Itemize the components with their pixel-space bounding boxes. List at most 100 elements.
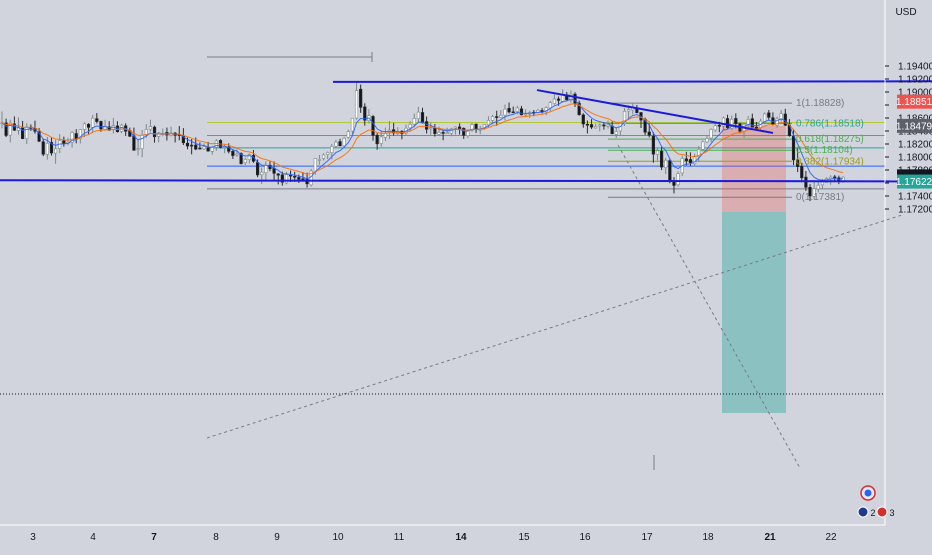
candle (664, 157, 668, 175)
dashed-trendline[interactable] (206, 214, 903, 439)
candle (676, 171, 680, 187)
price-tick-label: 1.17200 (898, 205, 932, 216)
candle (705, 136, 709, 144)
extra-drawings[interactable] (0, 52, 903, 470)
event-count-b: 3 (889, 508, 894, 518)
candle (276, 173, 280, 185)
candle (577, 100, 581, 116)
trendline-2[interactable] (536, 89, 774, 134)
price-tick-label: 1.19200 (898, 75, 932, 86)
candle (416, 106, 420, 123)
fibonacci-labels: 1(1.18828)0.786(1.18518)0.618(1.18275)0.… (796, 98, 864, 203)
event-count-a: 2 (870, 508, 875, 518)
time-axis[interactable]: 3 4 7 8 9 10 11 14 15 16 17 18 21 22 (0, 524, 885, 543)
time-tick-label: 7 (151, 532, 157, 543)
candle (589, 119, 594, 130)
time-tick-label: 8 (213, 532, 219, 543)
trendline-0[interactable] (332, 80, 932, 83)
candle (725, 114, 730, 129)
candle (429, 122, 433, 135)
candle (231, 149, 235, 160)
trendline-1[interactable] (0, 179, 932, 183)
candle (198, 142, 202, 150)
candle (495, 110, 499, 126)
candle (701, 140, 705, 152)
candle (453, 126, 458, 135)
candle (519, 105, 524, 116)
time-tick-label: 16 (579, 532, 591, 543)
fib-label-4: 0.382(1.17934) (796, 156, 864, 167)
candle (614, 127, 618, 138)
candle (598, 123, 602, 132)
candle (796, 148, 800, 173)
candle (730, 115, 734, 131)
candle (334, 139, 338, 148)
event-marker-dot-icon (864, 489, 872, 497)
price-tick-label: 1.18000 (898, 153, 932, 164)
eu-flag-icon[interactable] (876, 506, 888, 518)
candle (816, 180, 820, 193)
candle (363, 103, 367, 126)
candle (511, 106, 515, 114)
price-tag-4: 1.17622 (896, 174, 932, 189)
candle (148, 119, 153, 132)
time-tick-label: 10 (332, 532, 344, 543)
candle (350, 117, 355, 135)
us-flag-icon[interactable] (857, 506, 869, 518)
candle (470, 122, 474, 132)
candle (622, 108, 627, 127)
price-tag-label: 1.17622 (896, 177, 932, 188)
slow-ma-line (1, 103, 844, 175)
price-tag-label: 1.18851 (896, 97, 932, 108)
take-profit-zone[interactable] (722, 212, 786, 413)
candle (627, 105, 631, 121)
candle (425, 116, 429, 134)
time-tick-label: 18 (702, 532, 714, 543)
candle (767, 110, 771, 120)
candle (552, 94, 557, 105)
candle (713, 124, 717, 133)
candle (462, 127, 466, 139)
candle (82, 122, 87, 138)
currency-label: USD (895, 7, 916, 18)
fib-label-0: 1(1.18828) (796, 98, 844, 109)
candle (41, 138, 45, 157)
time-tick-label: 17 (641, 532, 653, 543)
candle (408, 121, 412, 132)
time-tick-label: 11 (394, 532, 405, 543)
candle (95, 113, 99, 124)
fib-label-5: 0(1.17381) (796, 192, 844, 203)
candle (507, 102, 511, 114)
candle (326, 151, 330, 160)
candle (684, 151, 688, 166)
price-tag-0: 1.18851 (896, 94, 932, 109)
candle (697, 146, 701, 162)
time-tick-label: 22 (825, 532, 837, 543)
candle (808, 184, 812, 202)
trendlines[interactable] (0, 80, 932, 183)
candle (775, 116, 779, 128)
candle (606, 120, 610, 129)
candle (235, 148, 239, 157)
candle (8, 119, 12, 143)
candle (660, 147, 664, 171)
time-tick-label: 4 (90, 532, 96, 543)
candle (4, 118, 8, 138)
candle (585, 120, 590, 134)
candle (243, 157, 247, 166)
fib-label-3: 0.5(1.18104) (796, 145, 853, 156)
position-tool[interactable] (722, 126, 786, 413)
price-tag-1: 1.18479 (896, 118, 932, 133)
event-flags[interactable]: 2 3 (857, 485, 895, 518)
price-tick-label: 1.18200 (898, 140, 932, 151)
fib-diagonal[interactable] (617, 144, 801, 469)
candle (594, 123, 598, 129)
price-tick-label: 1.19400 (898, 62, 932, 73)
candle (338, 138, 342, 147)
candle (371, 115, 375, 141)
candle (668, 158, 672, 184)
